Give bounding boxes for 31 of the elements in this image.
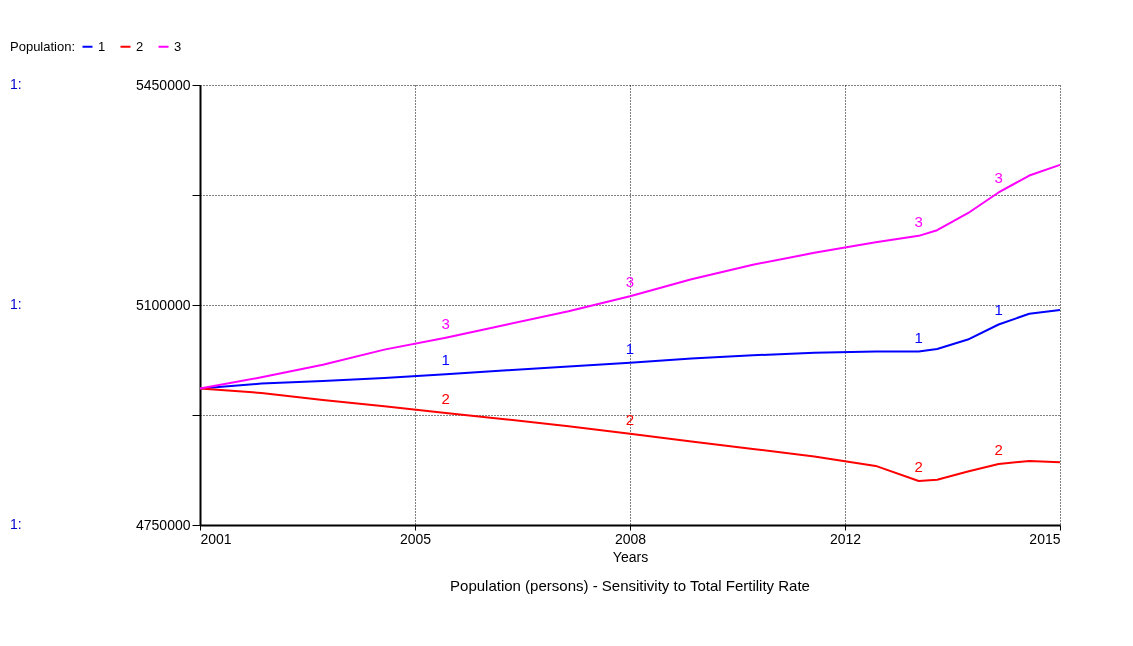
x-tick-label: 2008 bbox=[614, 530, 647, 547]
text: 1: bbox=[10, 296, 22, 312]
text: 1: bbox=[10, 516, 22, 532]
legend-label: 1 bbox=[98, 38, 106, 54]
text: 3 bbox=[994, 169, 1003, 187]
text: 1 bbox=[914, 328, 923, 346]
line-series bbox=[199, 387, 1061, 482]
y-tick-label: 5450000 bbox=[135, 76, 191, 93]
legend-label: 2 bbox=[136, 38, 144, 54]
legend-label: 3 bbox=[174, 38, 182, 54]
y-tick-label: 4750000 bbox=[135, 516, 191, 533]
text: 1: bbox=[10, 76, 22, 92]
text: 3 bbox=[625, 273, 635, 291]
text: 1 bbox=[625, 339, 635, 357]
text: 3 bbox=[441, 314, 450, 332]
text: 2 bbox=[441, 390, 450, 408]
text: Population (persons) - Sensitivity to Total Fertility Rate bbox=[450, 577, 810, 594]
text: 2 bbox=[625, 410, 635, 428]
x-tick-label: 2001 bbox=[200, 530, 232, 547]
line-series bbox=[199, 163, 1061, 390]
text: 3 bbox=[914, 212, 923, 230]
x-tick-label: 2015 bbox=[1029, 530, 1061, 547]
text: 1 bbox=[994, 301, 1003, 319]
x-axis-title: Years bbox=[612, 548, 649, 565]
legend-title: Population: bbox=[10, 39, 76, 54]
x-tick-label: 2005 bbox=[399, 530, 432, 547]
text: 1 bbox=[441, 351, 450, 369]
text: 2 bbox=[994, 441, 1003, 459]
text: 2 bbox=[914, 458, 923, 475]
y-tick-label: 5100000 bbox=[135, 296, 191, 313]
x-tick-label: 2012 bbox=[829, 530, 862, 547]
